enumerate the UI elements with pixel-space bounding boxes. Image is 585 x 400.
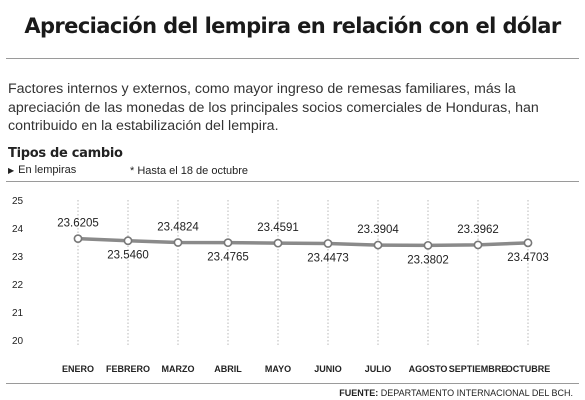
source-label: FUENTE:	[339, 388, 379, 398]
triangle-icon: ▶	[8, 166, 15, 175]
data-label: 23.4473	[307, 252, 349, 264]
grid-layer	[77, 200, 529, 346]
data-point	[473, 240, 483, 250]
y-tick-label: 22	[12, 280, 24, 291]
y-tick-label: 25	[12, 196, 24, 207]
title-divider	[6, 58, 579, 59]
data-point	[273, 238, 283, 248]
x-tick-label: MAYO	[265, 364, 291, 374]
series-line	[76, 236, 530, 248]
x-tick-label: SEPTIEMBRE	[449, 364, 508, 374]
unit-legend: ▶ En lempiras	[8, 164, 76, 176]
data-point	[223, 238, 233, 248]
data-label-layer: 23.6205 23.5460 23.4824 23.4765 23.4591 23.44…	[57, 218, 549, 267]
data-point	[523, 238, 533, 248]
chart-title: Apreciación del lempira en relación con …	[24, 14, 561, 38]
intro-text: Factores internos y externos, como mayor…	[8, 81, 539, 134]
x-tick-label: ABRIL	[214, 364, 242, 374]
y-tick-label: 23	[12, 252, 24, 263]
footer-divider	[6, 383, 579, 384]
x-tick-label: OCTUBRE	[506, 364, 551, 374]
chart-top-divider	[6, 181, 579, 182]
data-point	[323, 239, 333, 248]
data-point	[173, 238, 183, 247]
x-tick-label: ENERO	[62, 364, 94, 374]
data-label: 23.3802	[407, 254, 449, 266]
y-axis-ticks: 20 21 22 23 24 25	[12, 196, 24, 347]
data-label: 23.4591	[257, 222, 299, 234]
source-text: DEPARTAMENTO INTERNACIONAL DEL BCH.	[380, 388, 573, 398]
date-note: * Hasta el 18 de octubre	[130, 165, 249, 177]
x-tick-label: JULIO	[365, 364, 392, 374]
x-axis-ticks: ENERO FEBRERO MARZO ABRIL MAYO JUNIO JULIO AGOS…	[62, 364, 550, 374]
y-tick-label: 20	[12, 336, 24, 347]
x-tick-label: FEBRERO	[106, 364, 150, 374]
data-label: 23.4703	[507, 252, 549, 264]
y-tick-label: 21	[12, 308, 24, 319]
data-label: 23.3962	[457, 224, 499, 236]
unit-label: En lempiras	[18, 164, 77, 176]
data-point	[423, 240, 433, 250]
x-tick-label: MARZO	[162, 364, 195, 374]
data-label: 23.3904	[357, 224, 399, 236]
x-tick-label: AGOSTO	[409, 364, 448, 374]
data-label: 23.4824	[157, 221, 199, 233]
data-label: 23.4765	[207, 252, 249, 264]
source-note: FUENTE: DEPARTAMENTO INTERNACIONAL DEL B…	[339, 388, 573, 398]
data-point	[373, 240, 383, 250]
marker-layer	[73, 234, 533, 250]
chart-subtitle: Tipos de cambio	[8, 146, 123, 161]
x-tick-label: JUNIO	[314, 364, 342, 374]
y-tick-label: 24	[12, 224, 24, 235]
data-label: 23.5460	[107, 250, 149, 262]
data-point	[73, 234, 83, 244]
data-point	[123, 236, 133, 246]
data-label: 23.6205	[57, 218, 99, 230]
series-line-layer	[76, 236, 530, 248]
